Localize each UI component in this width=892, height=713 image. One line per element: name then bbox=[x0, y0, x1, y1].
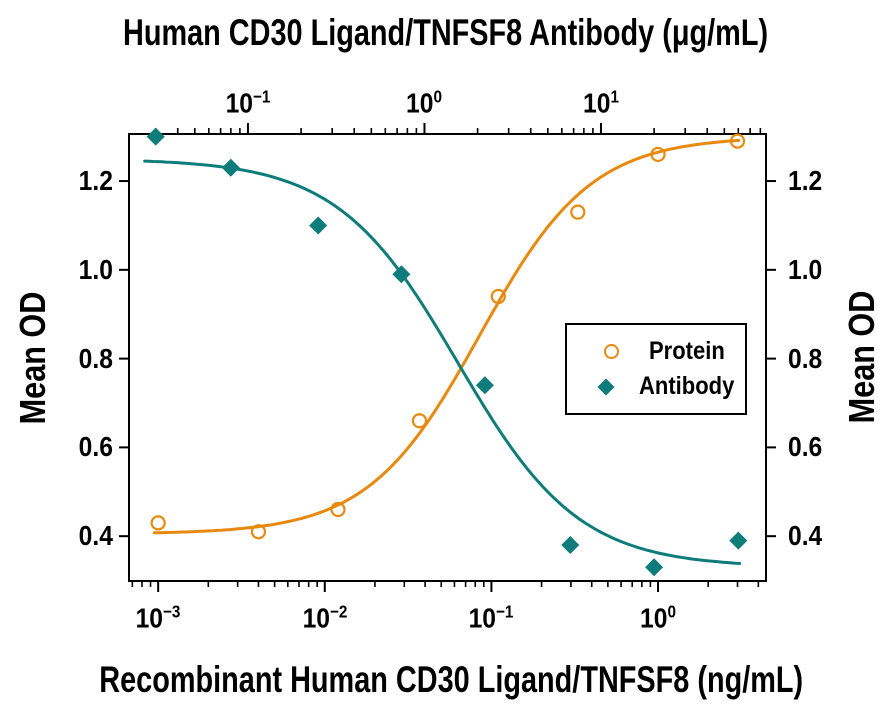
protein-data-point bbox=[250, 524, 267, 540]
left-tick-label: 1.0 bbox=[78, 253, 113, 285]
protein-data-point bbox=[570, 204, 586, 220]
top-tick-label: 100 bbox=[406, 86, 443, 119]
protein-data-point bbox=[650, 146, 666, 163]
bottom-tick-label: 10−1 bbox=[468, 601, 514, 634]
antibody-data-point bbox=[645, 558, 664, 577]
left-tick-label: 0.6 bbox=[78, 431, 113, 463]
legend-item-protein: Protein bbox=[567, 337, 745, 365]
legend-box: Protein Antibody bbox=[565, 323, 747, 415]
right-tick-label: 1.2 bbox=[788, 165, 823, 197]
right-tick-label: 0.6 bbox=[788, 431, 823, 463]
left-tick-label: 1.2 bbox=[78, 165, 113, 197]
protein-data-point bbox=[411, 413, 428, 429]
top-tick-label: 101 bbox=[583, 86, 619, 119]
antibody-data-point bbox=[561, 536, 580, 555]
top-axis-title: Human CD30 Ligand/TNFSF8 Antibody (μg/mL… bbox=[123, 12, 769, 53]
antibody-data-point bbox=[475, 376, 494, 395]
antibody-filled-diamond-icon bbox=[597, 378, 615, 395]
bottom-tick-label: 10−2 bbox=[302, 601, 348, 634]
legend-label-antibody: Antibody bbox=[639, 372, 735, 400]
top-tick-label: 10−1 bbox=[225, 86, 271, 119]
protein-curve bbox=[152, 138, 741, 535]
protein-data-point bbox=[490, 288, 506, 305]
left-tick-label: 0.4 bbox=[78, 520, 113, 552]
right-tick-label: 0.4 bbox=[788, 520, 823, 552]
protein-data-point bbox=[150, 515, 166, 531]
protein-data-point bbox=[729, 133, 746, 149]
bottom-axis-title: Recombinant Human CD30 Ligand/TNFSF8 (ng… bbox=[99, 659, 804, 700]
right-axis-label: Mean OD bbox=[841, 290, 882, 424]
left-axis-label: Mean OD bbox=[12, 291, 53, 425]
antibody-data-point bbox=[146, 127, 165, 146]
protein-data-point bbox=[330, 501, 346, 518]
right-tick-label: 0.8 bbox=[788, 342, 823, 374]
antibody-data-point bbox=[392, 265, 411, 284]
antibody-data-point bbox=[729, 531, 748, 550]
antibody-data-point bbox=[309, 216, 328, 235]
antibody-curve bbox=[143, 159, 742, 565]
protein-open-circle-icon bbox=[603, 344, 619, 359]
legend-item-antibody: Antibody bbox=[567, 372, 745, 400]
left-tick-label: 0.8 bbox=[78, 342, 113, 374]
bottom-tick-label: 100 bbox=[640, 601, 676, 634]
antibody-data-point bbox=[221, 158, 240, 177]
right-tick-label: 1.0 bbox=[788, 253, 823, 285]
legend-label-protein: Protein bbox=[649, 337, 725, 365]
top-axis-title-row: Human CD30 Ligand/TNFSF8 Antibody (μg/mL… bbox=[0, 12, 892, 54]
bottom-axis-title-row: Recombinant Human CD30 Ligand/TNFSF8 (ng… bbox=[0, 659, 892, 701]
plot-frame bbox=[128, 133, 767, 582]
bottom-tick-label: 10−3 bbox=[135, 601, 181, 634]
